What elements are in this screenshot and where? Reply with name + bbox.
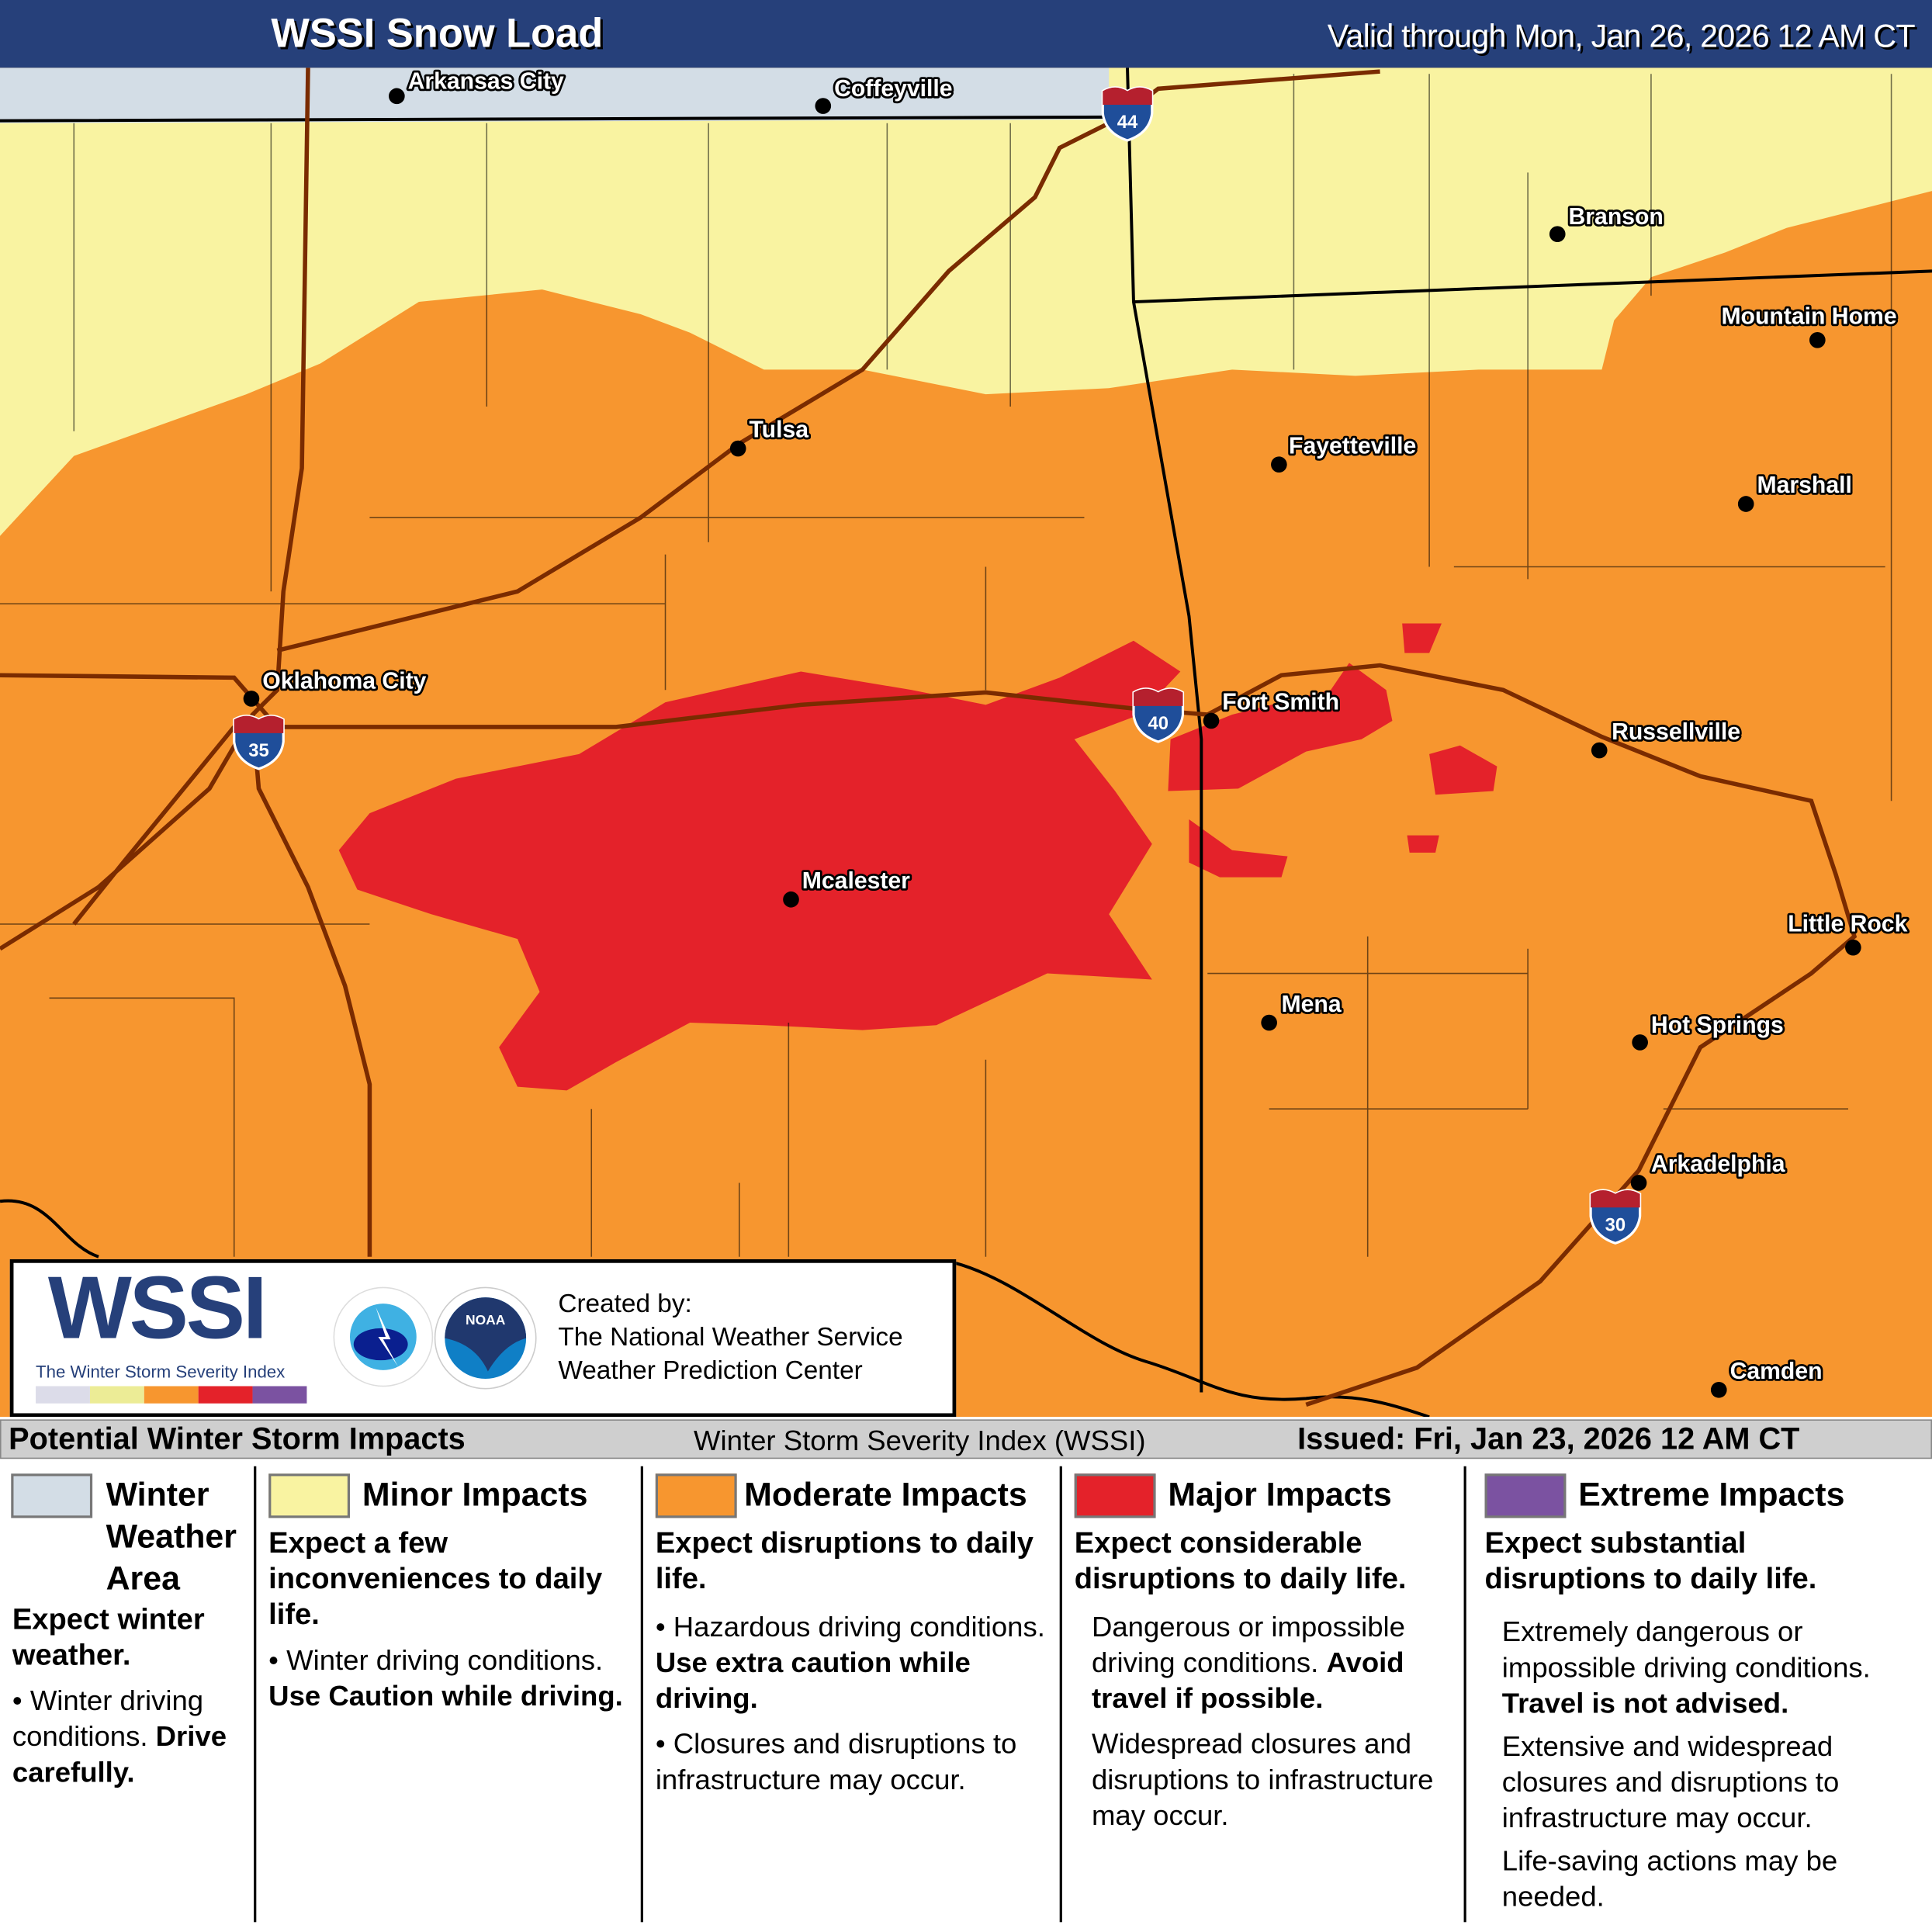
city-label: Fayetteville	[1289, 433, 1416, 459]
city-dot	[1710, 1381, 1727, 1398]
org-nws: The National Weather Service	[558, 1323, 903, 1352]
minor-label: Minor Impacts	[362, 1476, 588, 1514]
city-dot	[1845, 939, 1861, 956]
extreme-description: Expect substantial disruptions to daily …	[1484, 1526, 1871, 1913]
svg-text:35: 35	[248, 740, 269, 761]
city-label: Little Rock	[1788, 912, 1907, 937]
city-label: Marshall	[1757, 473, 1852, 498]
legend-header: Potential Winter Storm Impacts Winter St…	[0, 1419, 1932, 1459]
credits-box: WSSI The Winter Storm Severity Index NOA…	[9, 1259, 957, 1418]
divider	[1059, 1466, 1062, 1923]
header-bar: WSSI Snow Load Valid through Mon, Jan 26…	[0, 0, 1932, 68]
county-lines	[0, 74, 1892, 1257]
city-dot	[815, 98, 832, 114]
city-dot	[1261, 1014, 1277, 1031]
major-description: Expect considerable disruptions to daily…	[1074, 1526, 1434, 1831]
noaa-logo-icon: NOAA	[434, 1286, 537, 1390]
city-label: Mcalester	[802, 868, 910, 894]
extreme-label: Extreme Impacts	[1578, 1476, 1845, 1514]
major-impact-area	[1407, 835, 1439, 853]
city-label: Mountain Home	[1721, 304, 1896, 330]
moderate-swatch	[655, 1473, 737, 1518]
city-label: Oklahoma City	[262, 669, 426, 694]
divider	[254, 1466, 257, 1923]
major-impact-area	[1168, 663, 1393, 791]
interstate-shield-30: 30	[1589, 1189, 1642, 1245]
city-label: Branson	[1569, 204, 1664, 230]
issued-time: Issued: Fri, Jan 23, 2026 12 AM CT	[1297, 1421, 1800, 1457]
city-dot	[1271, 456, 1287, 473]
interstate-shield-35: 35	[233, 715, 285, 770]
winter-weather-area	[0, 68, 1110, 123]
interstate-shield-44: 44	[1101, 86, 1154, 142]
valid-through-time: Valid through Mon, Jan 26, 2026 12 AM CT	[1327, 17, 1916, 54]
city-dot	[1549, 226, 1566, 243]
svg-text:30: 30	[1605, 1214, 1626, 1235]
winter-description: Expect winter weather. • Winter driving …	[12, 1603, 227, 1788]
city-label: Mena	[1282, 992, 1342, 1017]
winter-label: Winter Weather Area	[106, 1476, 237, 1598]
nws-logo-icon	[333, 1286, 434, 1387]
city-dot	[1632, 1034, 1648, 1051]
extreme-swatch	[1484, 1473, 1567, 1518]
city-label: Fort Smith	[1222, 690, 1339, 715]
city-markers: Arkansas City Coffeyville Branson Mountain …	[243, 67, 1909, 1398]
wssi-logo-subtitle: The Winter Storm Severity Index	[36, 1361, 286, 1382]
city-dot	[783, 891, 799, 908]
major-impact-area	[1429, 745, 1497, 795]
interstate-shield-40: 40	[1132, 687, 1185, 743]
city-dot	[389, 88, 405, 105]
credits-text: Created by: The National Weather Service…	[558, 1287, 902, 1387]
svg-text:44: 44	[1117, 112, 1138, 133]
major-impact-area	[338, 640, 1181, 1091]
city-label: Camden	[1730, 1359, 1823, 1384]
moderate-label: Moderate Impacts	[744, 1476, 1027, 1514]
city-dot	[1591, 742, 1608, 759]
city-label: Russellville	[1612, 719, 1740, 745]
major-label: Major Impacts	[1168, 1476, 1392, 1514]
wssi-color-bar	[36, 1386, 307, 1404]
city-label: Arkansas City	[408, 68, 564, 94]
city-label: Hot Springs	[1651, 1013, 1784, 1038]
city-dot	[729, 440, 746, 457]
city-label: Arkadelphia	[1651, 1151, 1785, 1177]
legend-subtitle: Winter Storm Severity Index (WSSI)	[694, 1424, 1146, 1457]
legend-title: Potential Winter Storm Impacts	[9, 1421, 466, 1457]
city-dot	[243, 691, 260, 707]
divider	[640, 1466, 643, 1923]
minor-description: Expect a few inconveniences to daily lif…	[268, 1526, 623, 1712]
major-swatch	[1074, 1473, 1156, 1518]
city-dot	[1737, 496, 1754, 512]
city-dot	[1809, 331, 1826, 348]
major-impact-area	[1402, 623, 1442, 653]
city-label: Coffeyville	[834, 76, 953, 102]
wssi-logo: WSSI	[47, 1259, 268, 1358]
city-label: Tulsa	[750, 417, 809, 443]
moderate-description: Expect disruptions to daily life. • Haza…	[655, 1526, 1045, 1795]
city-dot	[1203, 712, 1220, 729]
created-by-label: Created by:	[558, 1290, 692, 1319]
svg-text:NOAA: NOAA	[466, 1312, 506, 1328]
major-impact-area	[1189, 819, 1288, 878]
minor-swatch	[268, 1473, 350, 1518]
impact-legend: Potential Winter Storm Impacts Winter St…	[0, 1417, 1932, 1932]
impact-map: 44 35 40 30 Arkansas City Coffeyville Branson…	[0, 0, 1932, 1418]
org-wpc: Weather Prediction Center	[558, 1356, 863, 1385]
minor-impact-area	[0, 68, 1932, 536]
winter-swatch	[11, 1473, 93, 1518]
city-dot	[1630, 1175, 1647, 1191]
interstate-shields: 44 35 40 30	[233, 86, 1642, 1245]
svg-text:40: 40	[1148, 713, 1169, 734]
map-title: WSSI Snow Load	[271, 9, 604, 56]
divider	[1463, 1466, 1466, 1923]
